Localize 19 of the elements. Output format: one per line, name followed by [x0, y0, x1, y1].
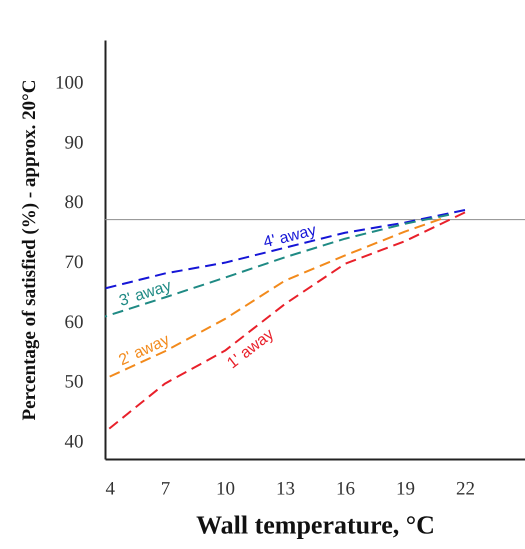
y-tick-label: 70 — [64, 252, 84, 273]
y-tick-label: 100 — [55, 72, 84, 94]
x-tick-label: 22 — [456, 478, 475, 500]
y-tick-label: 80 — [64, 192, 84, 214]
y-tick-label: 40 — [64, 432, 84, 453]
y-tick-label: 50 — [64, 372, 84, 393]
x-tick-label: 10 — [216, 478, 235, 500]
text: 2' away — [116, 331, 172, 370]
x-axis-title: Wall temperature, °C — [196, 510, 435, 540]
x-tick-label: 7 — [160, 478, 170, 500]
y-tick-label: 60 — [64, 312, 84, 333]
y-axis-title: Percentage of satisfied (%) - approx. 20°C — [19, 80, 40, 420]
text: 3' away — [117, 277, 174, 310]
x-tick-label: 4 — [106, 478, 116, 500]
x-tick-label: 16 — [336, 478, 355, 500]
text: 4' away — [262, 222, 318, 252]
x-tick-label: 13 — [276, 478, 295, 500]
y-tick-label: 90 — [64, 132, 84, 154]
x-tick-label: 19 — [396, 478, 415, 500]
